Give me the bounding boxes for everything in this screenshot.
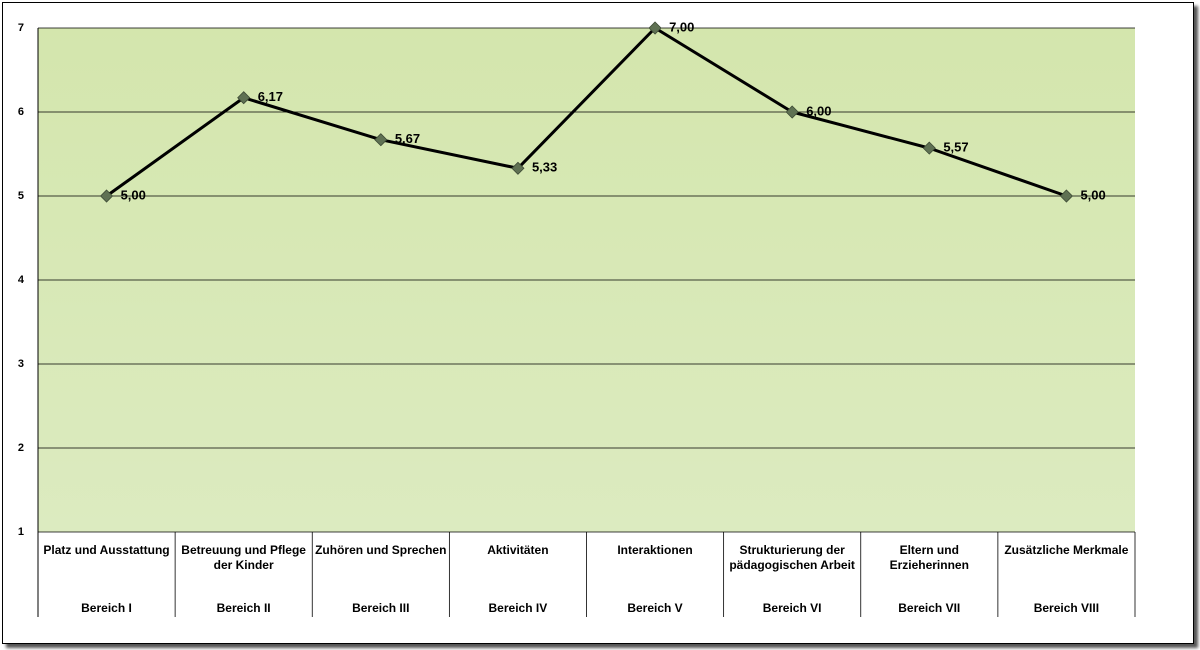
y-tick-label: 5 xyxy=(18,190,24,202)
y-tick-label: 2 xyxy=(18,442,24,454)
marker xyxy=(511,161,525,175)
line xyxy=(105,26,1067,198)
marker xyxy=(237,91,251,105)
x-tick-label: Eltern und Erzieherinnen xyxy=(889,543,969,572)
value-label: 6,00 xyxy=(806,103,831,118)
y-tick-label: 1 xyxy=(18,526,24,538)
marker xyxy=(648,21,662,35)
x-group-label: Bereich VII xyxy=(898,601,961,615)
value-label: 7,00 xyxy=(669,19,694,34)
x-group-label: Bereich V xyxy=(627,601,683,615)
marker xyxy=(1059,189,1074,203)
x-tick-label: Interaktionen xyxy=(617,543,693,557)
value-label: 5,57 xyxy=(943,140,968,155)
x-tick-label: Zuhören und Sprechen xyxy=(315,543,447,557)
x-group-label: Bereich VIII xyxy=(1033,601,1100,615)
x-group-label: Bereich III xyxy=(352,601,410,615)
y-tick-label: 4 xyxy=(18,274,25,286)
marker xyxy=(374,133,388,147)
x-group-label: Bereich I xyxy=(81,601,132,615)
x-tick-label: Betreuung und Pflege der Kinder xyxy=(181,543,306,572)
value-label: 5,33 xyxy=(532,160,557,175)
value-label: 5,00 xyxy=(1080,187,1105,202)
x-tick-label: Aktivitäten xyxy=(487,543,549,557)
marker xyxy=(99,189,114,203)
value-label: 5,67 xyxy=(395,131,420,146)
value-label: 5,00 xyxy=(121,187,146,202)
x-group-label: Bereich IV xyxy=(488,601,548,615)
x-tick-label: Platz und Ausstattung xyxy=(43,543,170,557)
x-group-label: Bereich II xyxy=(216,601,271,615)
marker xyxy=(785,105,799,119)
marker xyxy=(922,141,936,155)
value-label: 6,17 xyxy=(258,89,283,104)
x-tick-label: Strukturierung der pädagogischen Arbeit xyxy=(729,543,855,572)
x-tick-label: Zusätzliche Merkmale xyxy=(1004,543,1129,557)
y-tick-label: 7 xyxy=(18,22,24,34)
y-tick-label: 3 xyxy=(18,358,24,370)
y-tick-label: 6 xyxy=(18,106,24,118)
x-group-label: Bereich VI xyxy=(762,601,822,615)
